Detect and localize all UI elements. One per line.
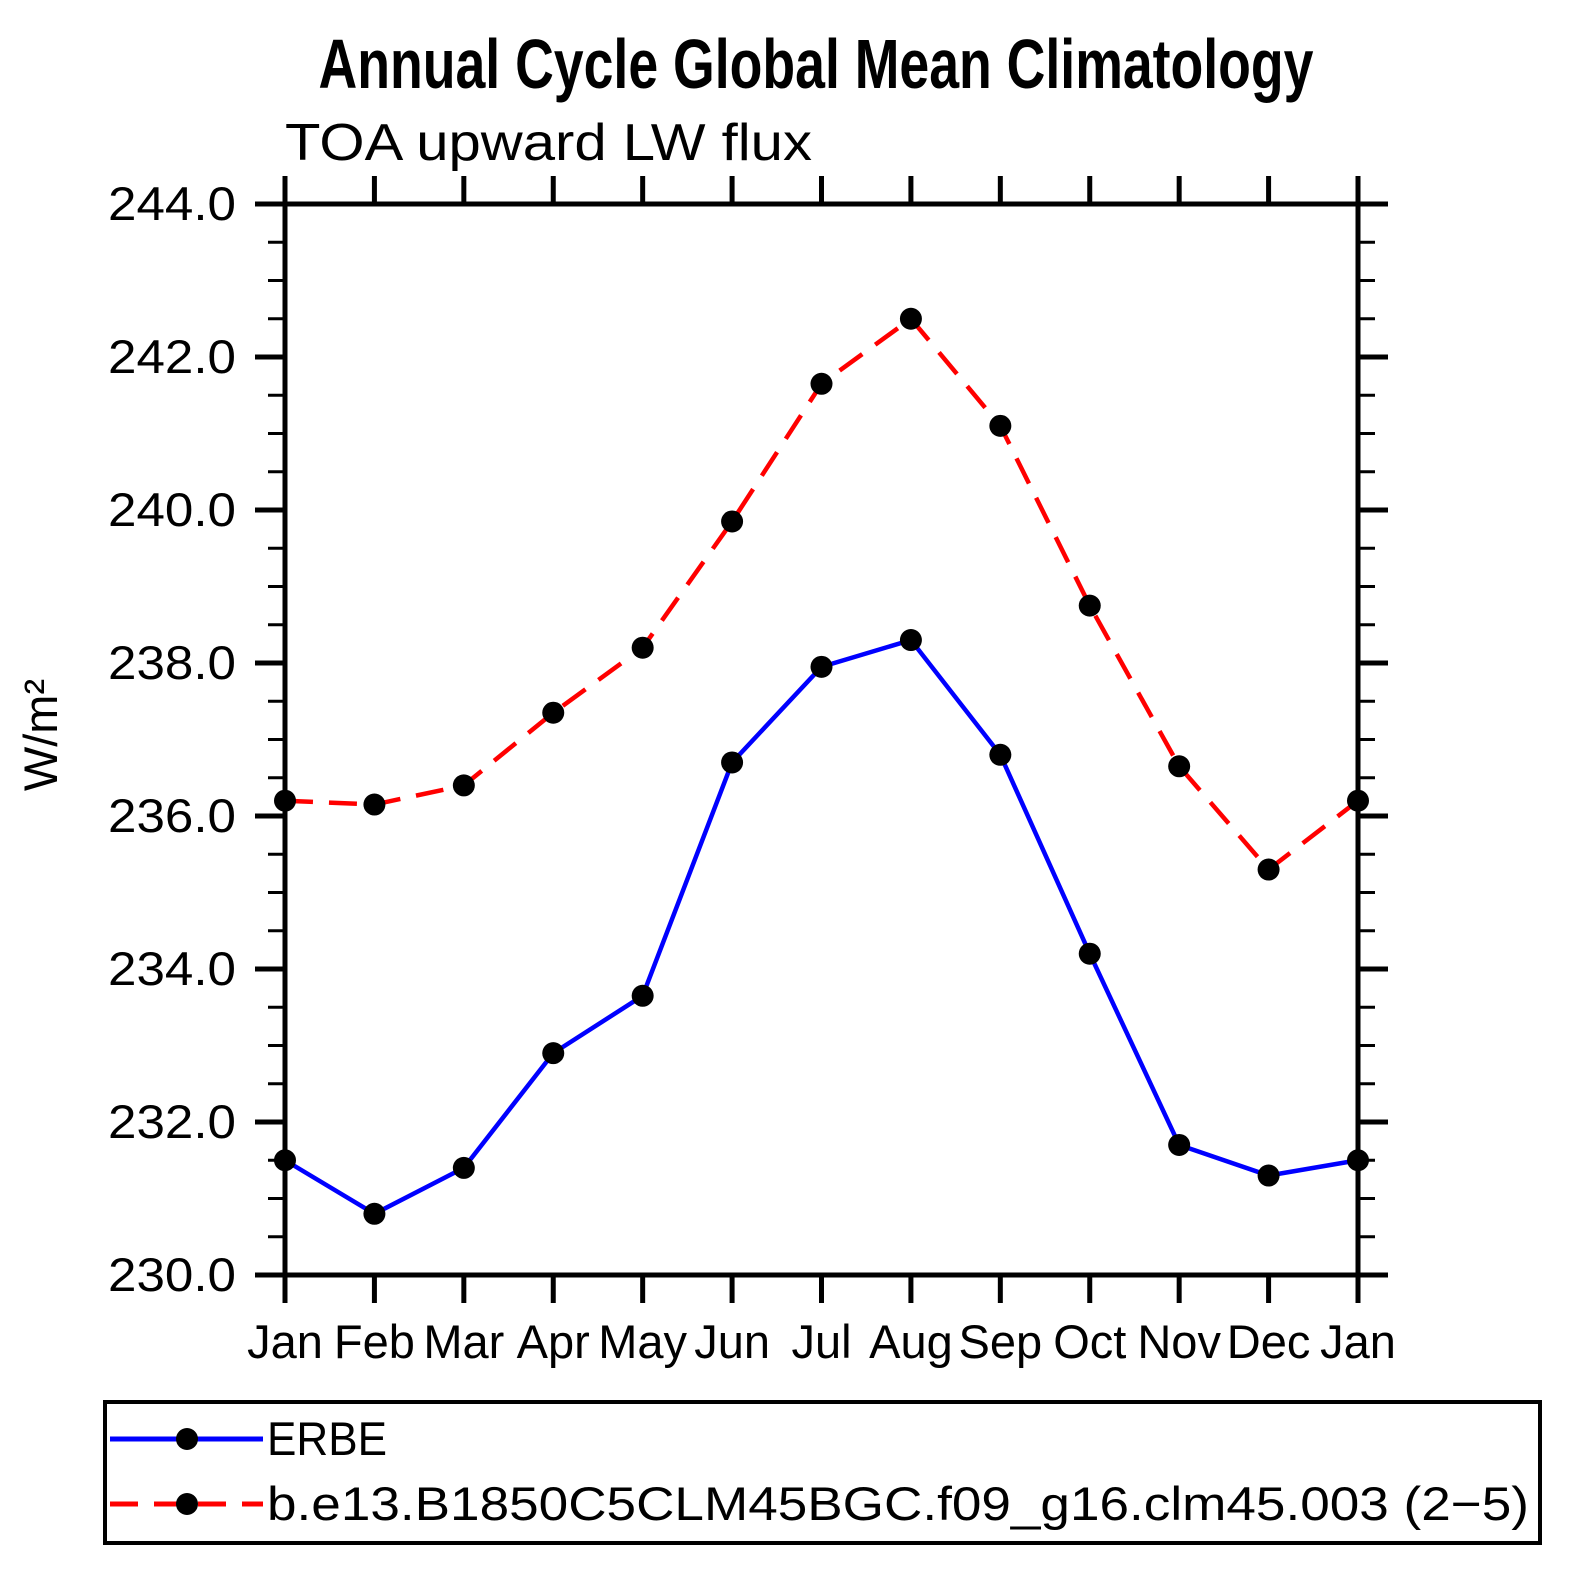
legend: ERBE b.e13.B1850C5CLM45BGC.f09_g16.clm45…: [103, 1400, 1542, 1545]
series-marker-0: [810, 655, 833, 678]
plot-frame: [282, 201, 1361, 1278]
y-tick-label: 230.0: [108, 1248, 236, 1301]
y-tick-label: 242.0: [108, 330, 236, 383]
x-tick-label: Apr: [517, 1315, 590, 1368]
series-marker-1: [452, 774, 475, 797]
y-tick-label: 240.0: [108, 483, 236, 536]
x-tick-label: Mar: [423, 1315, 504, 1368]
y-tick-label: 236.0: [108, 789, 236, 842]
series-marker-0: [452, 1156, 475, 1179]
series-line-0: [283, 637, 1359, 1217]
y-tick-label: 232.0: [108, 1095, 236, 1148]
series-marker-0: [1168, 1133, 1191, 1156]
x-tick-label: May: [598, 1315, 687, 1368]
axes-layer: 230.0 232.0 234.0 236.0 238.0 240.0 242.0 244.0…: [108, 176, 1396, 1368]
series-marker-0: [899, 629, 922, 652]
legend-label-model: b.e13.B1850C5CLM45BGC.f09_g16.clm45.003 …: [267, 1477, 1529, 1530]
y-tick-label: 234.0: [108, 942, 236, 995]
x-tick-label: Aug: [869, 1315, 953, 1368]
x-tick-label: Dec: [1227, 1315, 1311, 1368]
y-tick-label: 244.0: [108, 177, 236, 230]
legend-box: [103, 1400, 1542, 1545]
series-marker-1: [899, 307, 922, 330]
x-tick-label: Feb: [334, 1315, 415, 1368]
series-marker-1: [989, 414, 1012, 437]
series-marker-1: [1168, 755, 1191, 778]
series-line-1: [284, 315, 1360, 873]
series-marker-1: [1257, 858, 1280, 881]
series-marker-1: [1078, 594, 1101, 617]
series-layer: [274, 307, 1369, 1225]
series-marker-0: [631, 984, 654, 1007]
legend-label-erbe: ERBE: [267, 1412, 387, 1465]
chart-subtitle: TOA upward LW flux: [285, 114, 812, 172]
series-marker-1: [363, 793, 386, 816]
legend-marker-erbe-circle: [176, 1428, 198, 1450]
series-marker-0: [1347, 1149, 1369, 1172]
x-tick-label: Sep: [959, 1315, 1043, 1368]
series-marker-1: [721, 510, 744, 533]
series-marker-0: [542, 1042, 565, 1065]
series-marker-0: [989, 743, 1012, 766]
x-tick-label: Nov: [1137, 1315, 1221, 1368]
series-marker-0: [721, 751, 744, 774]
series-marker-0: [274, 1149, 296, 1172]
series-marker-1: [631, 636, 654, 659]
series-marker-0: [363, 1202, 386, 1225]
legend-marker-model-circle: [176, 1493, 198, 1515]
series-marker-1: [810, 372, 833, 395]
series-marker-0: [1257, 1164, 1280, 1187]
series-marker-1: [1347, 789, 1369, 812]
x-tick-label: Jan: [1320, 1315, 1396, 1368]
y-axis-title: W/m²: [14, 679, 67, 791]
x-tick-label: Jan: [247, 1315, 323, 1368]
series-marker-0: [1078, 942, 1101, 965]
x-tick-label: Oct: [1053, 1315, 1126, 1368]
series-marker-1: [542, 701, 565, 724]
y-tick-label: 238.0: [108, 636, 236, 689]
series-marker-1: [274, 789, 296, 812]
chart-title: Annual Cycle Global Mean Climatology: [319, 25, 1314, 103]
x-tick-label: Jul: [791, 1315, 851, 1368]
x-tick-label: Jun: [694, 1315, 770, 1368]
